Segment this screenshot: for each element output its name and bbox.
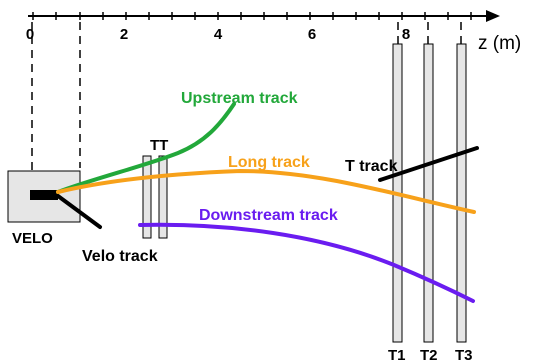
z-tick-label-2: 2 (120, 26, 128, 43)
upstream-track-curve (56, 102, 236, 194)
z-axis: 0 2 4 6 8 z (m) (26, 10, 521, 54)
tt-station: TT (142, 137, 168, 239)
velo-core (30, 190, 58, 200)
z-axis-minor-ticks (32, 12, 472, 20)
t-track-line (378, 146, 479, 182)
upstream-track-label: Upstream track (181, 90, 298, 107)
tt-plane-1 (142, 155, 152, 239)
z-tick-label-4: 4 (214, 26, 223, 43)
dashed-reference-lines (31, 22, 462, 172)
velo-track-label: Velo track (82, 248, 158, 265)
long-track-curve (56, 168, 476, 214)
t3-plane (456, 43, 467, 343)
downstream-track-label: Downstream track (199, 207, 338, 224)
tt-label: TT (150, 137, 168, 154)
tt-plane-2 (158, 155, 168, 239)
t2-label: T2 (420, 347, 438, 364)
t3-label: T3 (455, 347, 473, 364)
z-tick-label-6: 6 (308, 26, 316, 43)
velo-label: VELO (12, 230, 53, 247)
z-axis-unit-label: z (m) (478, 33, 521, 54)
z-tick-label-8: 8 (402, 26, 410, 43)
t-stations: T1 T2 T3 (388, 43, 473, 364)
z-tick-label-0: 0 (26, 26, 34, 43)
track-labels: Upstream track Long track Downstream tra… (82, 90, 398, 265)
velo-detector: VELO (7, 170, 81, 247)
downstream-track-curve (138, 222, 475, 303)
tracks (56, 102, 479, 303)
z-axis-arrowhead (486, 10, 500, 22)
t1-label: T1 (388, 347, 406, 364)
t2-plane (423, 43, 434, 343)
long-track-label: Long track (228, 154, 310, 171)
t-track-label: T track (345, 158, 398, 175)
velo-track-line (56, 194, 102, 229)
